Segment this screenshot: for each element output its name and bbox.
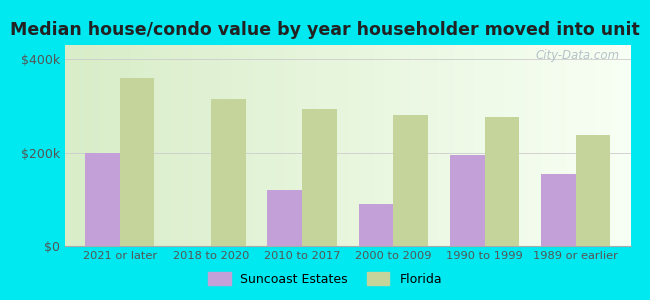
Bar: [541, 173, 576, 246]
Bar: [120, 78, 155, 246]
Bar: [302, 109, 337, 246]
Bar: [211, 99, 246, 246]
Bar: [268, 190, 302, 246]
Bar: [484, 118, 519, 246]
Bar: [393, 115, 428, 246]
Bar: [359, 204, 393, 246]
Legend: Suncoast Estates, Florida: Suncoast Estates, Florida: [203, 267, 447, 291]
Bar: [450, 155, 484, 246]
Text: City-Data.com: City-Data.com: [535, 49, 619, 62]
Bar: [85, 152, 120, 246]
Text: Median house/condo value by year householder moved into unit: Median house/condo value by year househo…: [10, 21, 640, 39]
Bar: [576, 135, 610, 246]
